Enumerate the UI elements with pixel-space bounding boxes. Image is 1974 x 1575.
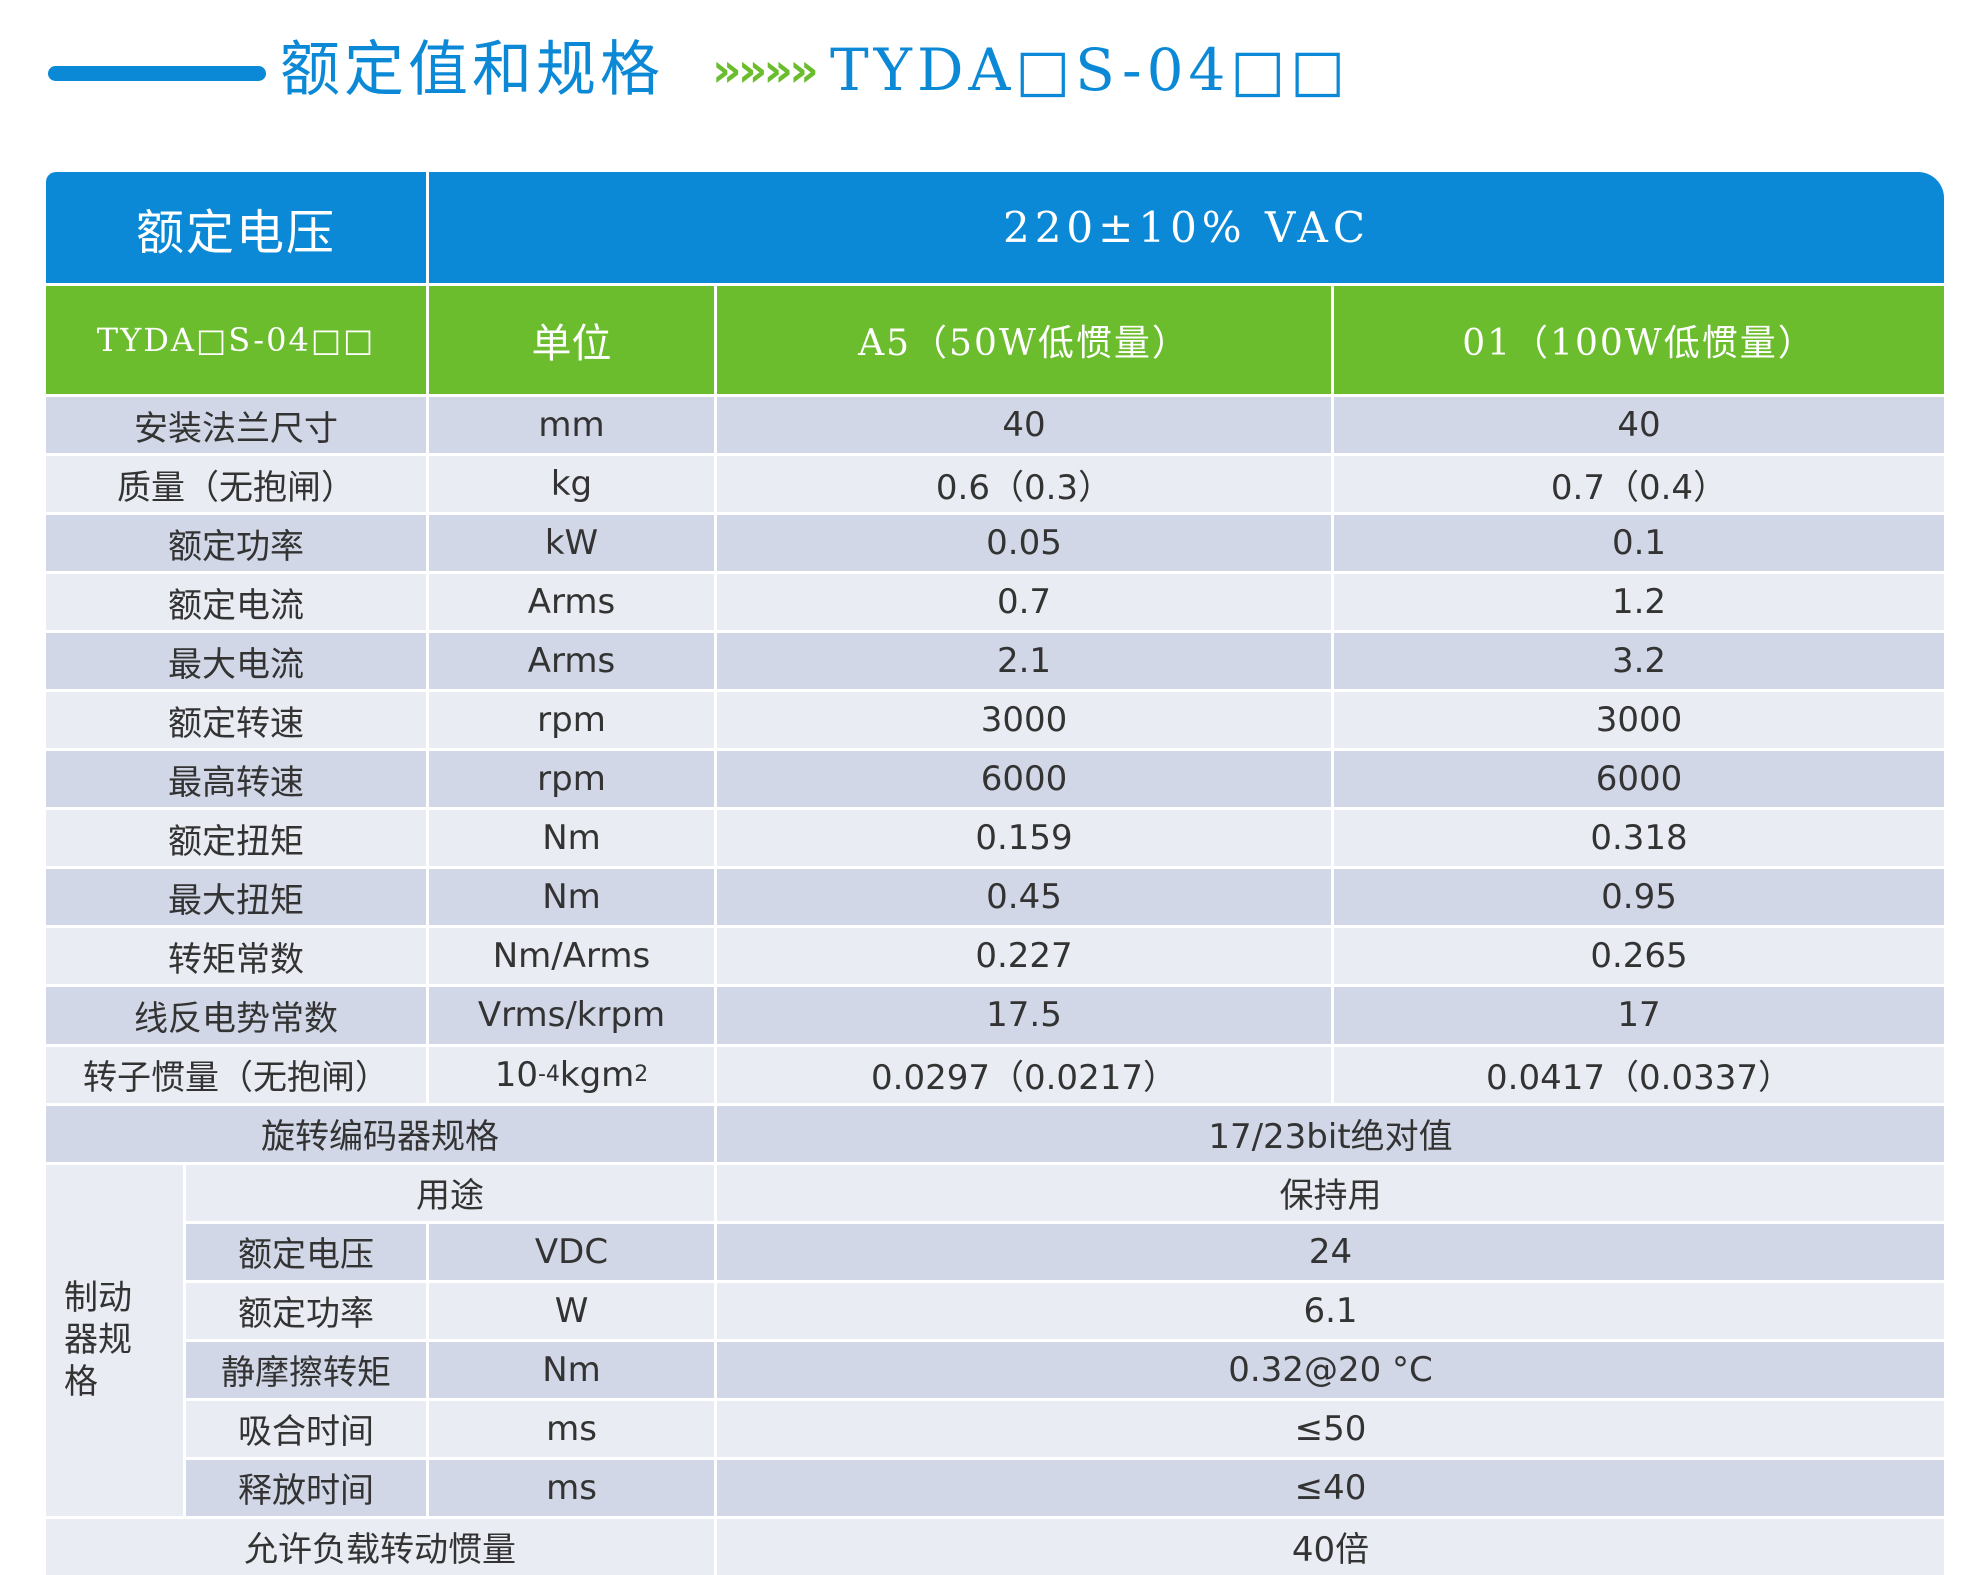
- brake-row-label: 吸合时间: [186, 1400, 426, 1457]
- row-value-a5: 0.05: [717, 515, 1331, 572]
- row-label: 额定功率: [46, 515, 426, 572]
- row-label: 最大电流: [46, 633, 426, 690]
- row-unit: mm: [429, 397, 714, 454]
- brake-row-value: 24: [717, 1223, 1944, 1280]
- row-label: 额定扭矩: [46, 810, 426, 867]
- row-label: 安装法兰尺寸: [46, 397, 426, 454]
- row-unit: Nm: [429, 869, 714, 926]
- row-unit: Arms: [429, 633, 714, 690]
- row-value-a5: 0.6（0.3）: [717, 456, 1331, 513]
- row-value-01: 0.1: [1334, 515, 1944, 572]
- row-value-01: 17: [1334, 987, 1944, 1044]
- load-inertia-label: 允许负载转动惯量: [46, 1518, 714, 1575]
- brake-row-unit: ms: [429, 1400, 714, 1457]
- brake-row-value: 6.1: [717, 1282, 1944, 1339]
- row-value-01: 1.2: [1334, 574, 1944, 631]
- encoder-value: 17/23bit绝对值: [717, 1105, 1944, 1162]
- row-value-a5: 3000: [717, 692, 1331, 749]
- rotor-inertia-a5: 0.0297（0.0217）: [717, 1046, 1331, 1103]
- row-unit: Vrms/krpm: [429, 987, 714, 1044]
- rotor-inertia-01: 0.0417（0.0337）: [1334, 1046, 1944, 1103]
- load-inertia-value: 40倍: [717, 1518, 1944, 1575]
- brake-row-unit: Nm: [429, 1341, 714, 1398]
- row-unit: kg: [429, 456, 714, 513]
- brake-use-label: 用途: [186, 1164, 714, 1221]
- unit-mid: kgm: [559, 1054, 635, 1095]
- brake-row-label: 释放时间: [186, 1459, 426, 1516]
- rotor-inertia-unit: 10 -4 kgm 2: [429, 1046, 714, 1103]
- row-unit: Nm/Arms: [429, 928, 714, 985]
- row-value-a5: 6000: [717, 751, 1331, 808]
- row-value-a5: 0.227: [717, 928, 1331, 985]
- brake-row-value: 0.32@20 °C: [717, 1341, 1944, 1398]
- brake-row-value: ≤40: [717, 1459, 1944, 1516]
- row-label: 质量（无抱闸）: [46, 456, 426, 513]
- row-value-01: 40: [1334, 397, 1944, 454]
- row-label: 线反电势常数: [46, 987, 426, 1044]
- row-value-01: 0.318: [1334, 810, 1944, 867]
- encoder-label: 旋转编码器规格: [46, 1105, 714, 1162]
- row-unit: kW: [429, 515, 714, 572]
- brake-row-label: 额定电压: [186, 1223, 426, 1280]
- row-value-01: 0.95: [1334, 869, 1944, 926]
- row-unit: rpm: [429, 692, 714, 749]
- row-value-a5: 2.1: [717, 633, 1331, 690]
- rated-voltage-value: 220±10% VAC: [429, 172, 1944, 283]
- row-value-01: 3000: [1334, 692, 1944, 749]
- row-value-a5: 17.5: [717, 987, 1331, 1044]
- row-value-01: 3.2: [1334, 633, 1944, 690]
- row-unit: Nm: [429, 810, 714, 867]
- rated-voltage-label: 额定电压: [46, 172, 426, 283]
- brake-row-unit: ms: [429, 1459, 714, 1516]
- column-header-a5: A5（50W低惯量）: [717, 286, 1331, 394]
- brake-row-value: ≤50: [717, 1400, 1944, 1457]
- rotor-inertia-label: 转子惯量（无抱闸）: [46, 1046, 426, 1103]
- brake-row-unit: W: [429, 1282, 714, 1339]
- column-header-unit: 单位: [429, 286, 714, 394]
- row-value-01: 0.7（0.4）: [1334, 456, 1944, 513]
- row-unit: rpm: [429, 751, 714, 808]
- row-value-a5: 0.45: [717, 869, 1331, 926]
- unit-exponent: -4: [537, 1062, 560, 1088]
- row-value-01: 6000: [1334, 751, 1944, 808]
- row-value-a5: 0.7: [717, 574, 1331, 631]
- unit-base: 10: [494, 1054, 538, 1095]
- header-accent-bar: [48, 66, 266, 81]
- model-title: TYDA□S-04□□: [830, 36, 1351, 104]
- spec-table: 额定电压 220±10% VAC TYDA□S-04□□ 单位 A5（50W低惯…: [46, 172, 1944, 1575]
- brake-spec-label: 制动器规格: [46, 1164, 183, 1516]
- row-label: 最高转速: [46, 751, 426, 808]
- column-header-model: TYDA□S-04□□: [46, 286, 426, 394]
- chevron-right-icon: »»»»: [712, 43, 819, 97]
- row-value-a5: 40: [717, 397, 1331, 454]
- column-header-01: 01（100W低惯量）: [1334, 286, 1944, 394]
- page-title: 额定值和规格: [280, 35, 664, 105]
- row-value-a5: 0.159: [717, 810, 1331, 867]
- unit-exponent-2: 2: [634, 1062, 649, 1088]
- brake-row-label: 静摩擦转矩: [186, 1341, 426, 1398]
- row-unit: Arms: [429, 574, 714, 631]
- brake-row-unit: VDC: [429, 1223, 714, 1280]
- brake-use-value: 保持用: [717, 1164, 1944, 1221]
- row-label: 转矩常数: [46, 928, 426, 985]
- row-label: 额定电流: [46, 574, 426, 631]
- row-value-01: 0.265: [1334, 928, 1944, 985]
- row-label: 额定转速: [46, 692, 426, 749]
- brake-row-label: 额定功率: [186, 1282, 426, 1339]
- row-label: 最大扭矩: [46, 869, 426, 926]
